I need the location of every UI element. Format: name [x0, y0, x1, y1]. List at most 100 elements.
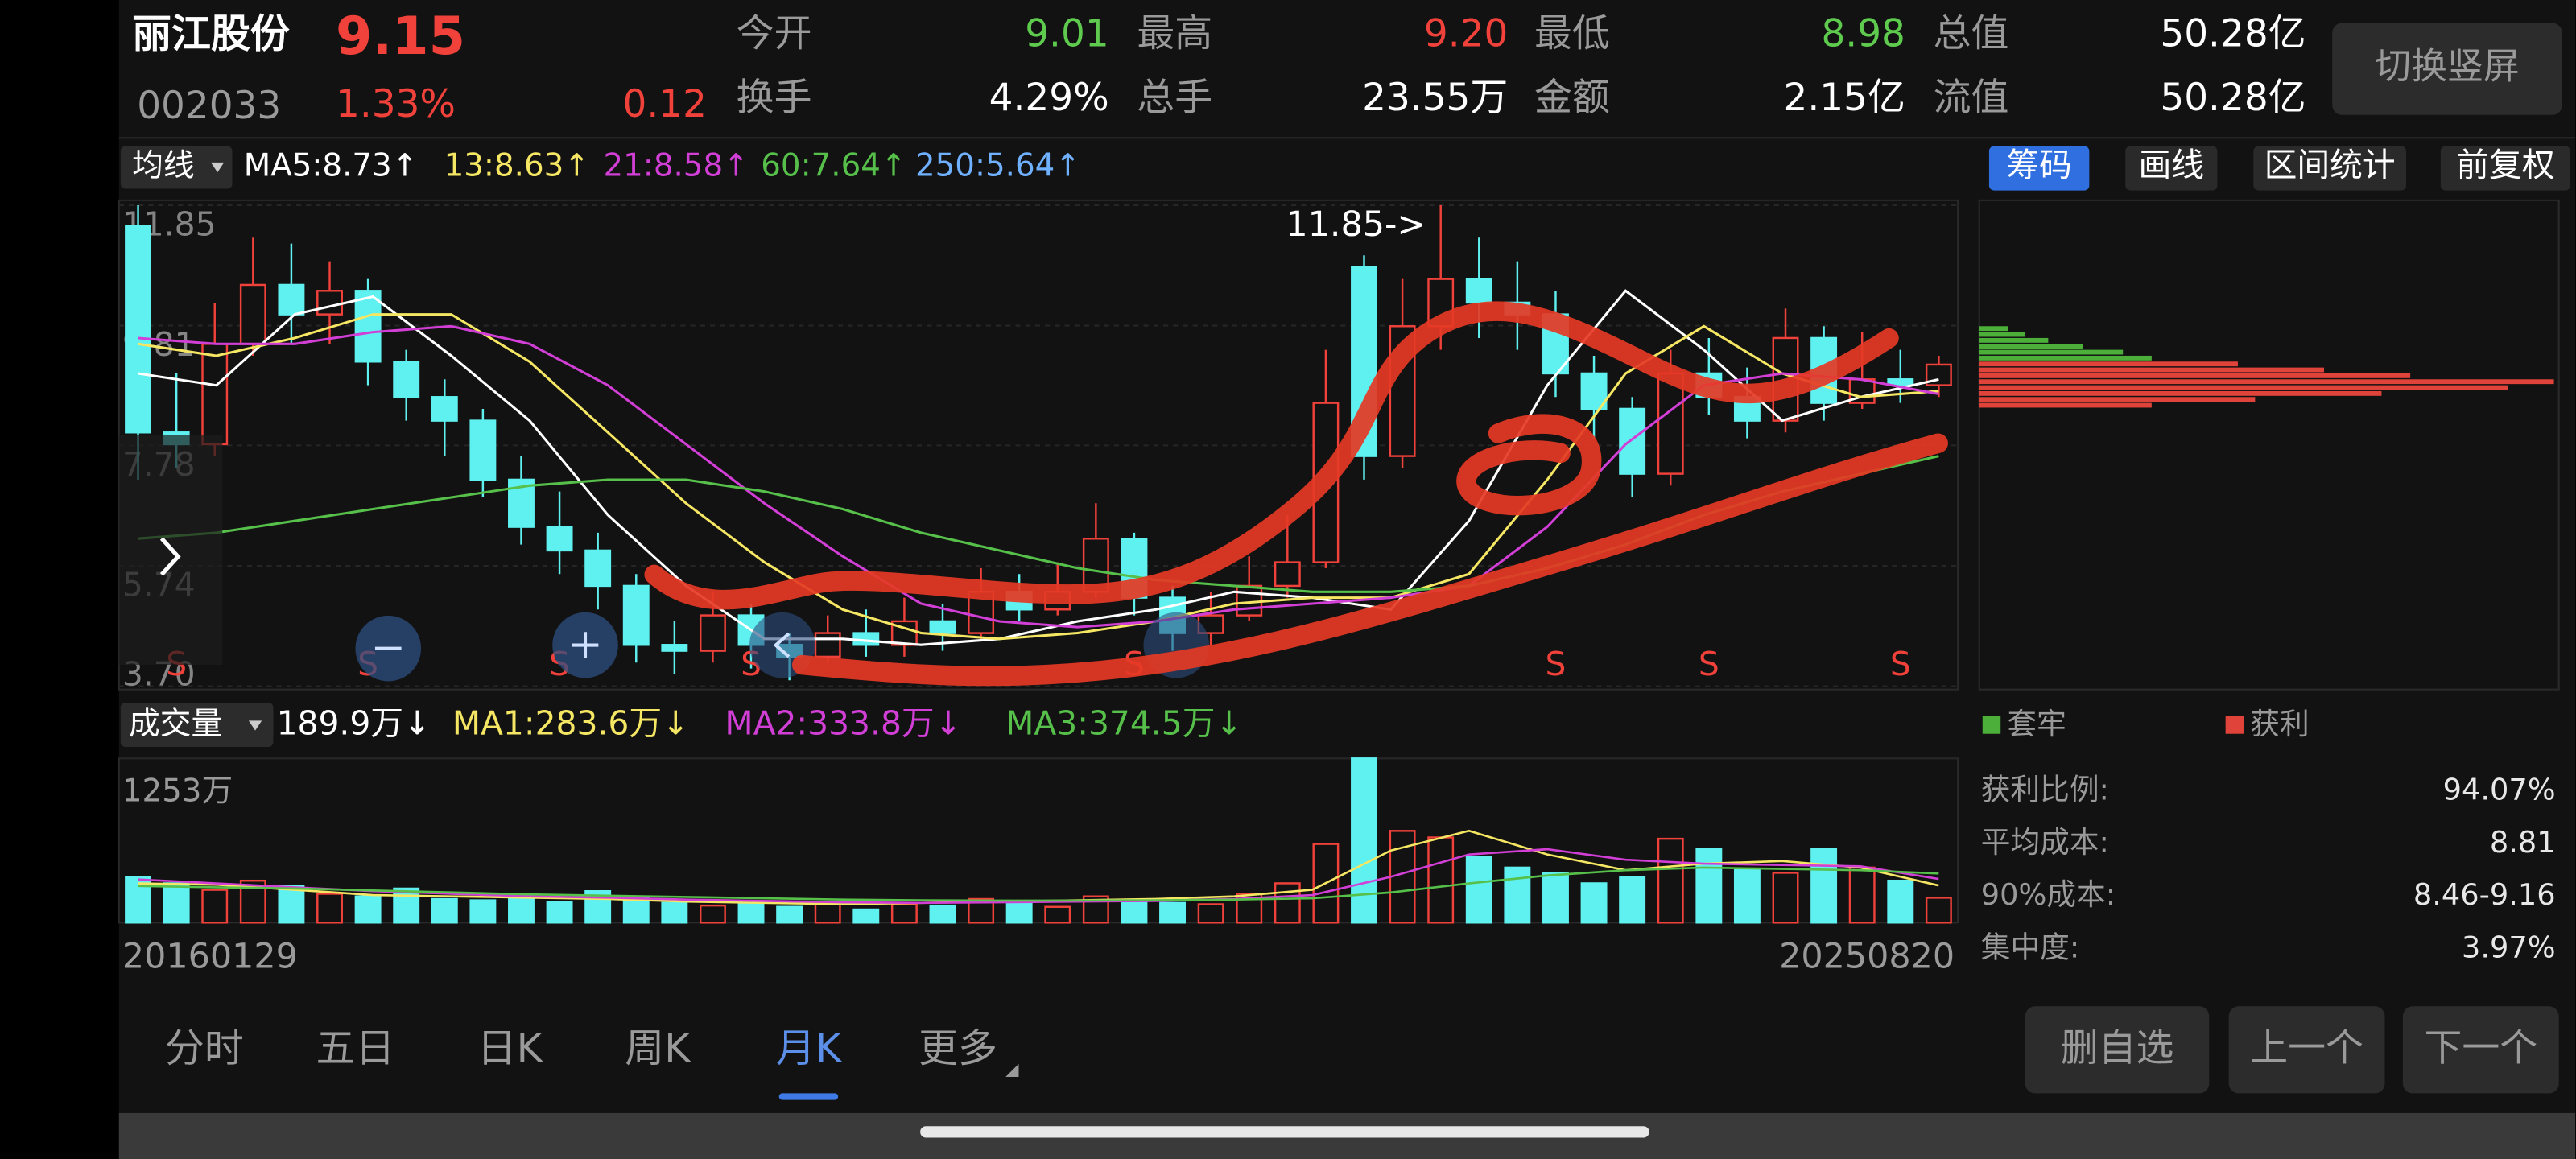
chip-bar	[1979, 402, 2152, 408]
chip-bar	[1979, 390, 2382, 396]
candle-body	[1274, 561, 1301, 588]
period-tab[interactable]: 更多	[919, 1025, 997, 1071]
volume-bar	[1657, 837, 1684, 924]
candle-body	[814, 632, 841, 658]
candle-body	[1236, 584, 1263, 617]
plus-icon	[572, 632, 599, 658]
sell-signal: S	[1890, 645, 1911, 683]
ma-value: MA5:8.73↑	[244, 148, 418, 184]
period-tab[interactable]: 周K	[625, 1025, 691, 1071]
tool-button[interactable]	[1988, 146, 2090, 191]
legend-label: 获利	[2250, 707, 2309, 741]
volume-bar	[201, 889, 229, 924]
stat-label: 90%成本:	[1981, 877, 2116, 912]
quote-value: 8.98	[1821, 11, 1905, 56]
chip-bar	[1979, 361, 2238, 367]
volume-bar	[1274, 882, 1301, 924]
ma-selector[interactable]	[120, 146, 233, 189]
tool-button-label[interactable]: 筹码	[2006, 146, 2072, 184]
candle-body	[354, 290, 382, 363]
action-button[interactable]	[2025, 1006, 2210, 1094]
candle-body	[469, 419, 497, 481]
action-button-label[interactable]: 上一个	[2250, 1026, 2363, 1070]
volume-bar	[1925, 897, 1952, 924]
x-start-label: 20160129	[122, 937, 298, 977]
x-end-label: 20250820	[1779, 937, 1955, 977]
screen-button-label[interactable]: 切换竖屏	[2375, 45, 2519, 88]
candle-body	[546, 526, 573, 552]
quote-label: 流值	[1934, 76, 2009, 120]
tool-button-label[interactable]: 前复权	[2456, 146, 2554, 184]
period-tab[interactable]: 月K	[776, 1025, 843, 1071]
volume-value: MA3:374.5万↓	[1005, 704, 1242, 743]
chip-bar	[1979, 355, 2152, 361]
volume-bar	[1121, 899, 1148, 924]
volume-selector-label[interactable]: 成交量	[129, 706, 222, 742]
tool-button[interactable]	[2253, 146, 2407, 191]
annotation-stroke	[1456, 414, 1602, 516]
legend-swatch	[1982, 716, 2001, 734]
expand-arrow[interactable]	[159, 537, 181, 576]
legend-label: 套牢	[2007, 707, 2066, 741]
volume-bar	[1465, 856, 1492, 924]
action-button-label[interactable]: 删自选	[2061, 1026, 2174, 1070]
candle-body	[201, 343, 229, 446]
volume-bar	[1159, 901, 1186, 924]
candle-body	[1465, 278, 1492, 304]
action-button[interactable]	[2228, 1006, 2385, 1094]
volume-bar	[1427, 836, 1455, 924]
chip-bar	[1979, 332, 2025, 337]
action-button-label[interactable]: 下一个	[2424, 1026, 2537, 1070]
annotation-stroke	[792, 433, 1948, 687]
stat-value: 8.81	[2490, 825, 2556, 860]
volume-bar	[814, 901, 841, 924]
tool-button-label[interactable]: 画线	[2139, 146, 2205, 184]
home-indicator[interactable]	[920, 1126, 1649, 1138]
volume-bar	[546, 901, 573, 924]
candle-body	[699, 614, 726, 652]
period-tab[interactable]: 分时	[165, 1025, 244, 1071]
quote-label: 今开	[737, 11, 812, 56]
candle-body	[431, 396, 458, 422]
volume-bar	[1810, 848, 1838, 924]
quote-value: 9.20	[1424, 11, 1508, 56]
quote-value: 50.28亿	[2160, 76, 2306, 120]
ma-value: 250:5.64↑	[915, 148, 1081, 184]
volume-bar	[890, 903, 918, 924]
ma-selector-label[interactable]: 均线	[132, 148, 195, 184]
quote-label: 总手	[1137, 76, 1212, 120]
chip-bar	[1979, 379, 2554, 385]
period-tab[interactable]: 五日	[316, 1025, 395, 1071]
volume-value: MA2:333.8万↓	[724, 704, 961, 743]
volume-bar	[852, 908, 880, 924]
volume-bar	[393, 887, 420, 924]
sell-signal: S	[1546, 645, 1567, 683]
tool-button-label[interactable]: 区间统计	[2264, 146, 2396, 184]
quote-label: 金额	[1534, 76, 1610, 120]
change: 0.12	[623, 82, 707, 126]
tool-button[interactable]	[2125, 146, 2218, 191]
volume-bar	[278, 885, 305, 924]
period-tab[interactable]: 日K	[477, 1025, 544, 1071]
tool-button[interactable]	[2440, 146, 2570, 191]
peak-label: 11.85->	[1286, 204, 1426, 245]
volume-ma-line	[138, 866, 1939, 902]
candle-body	[125, 225, 152, 434]
volume-selector[interactable]	[120, 702, 274, 748]
quote-value: 9.01	[1025, 11, 1108, 56]
candle-body	[1619, 407, 1646, 475]
ma-value: 60:7.64↑	[761, 148, 906, 184]
active-underline	[778, 1093, 839, 1100]
ma-value: 21:8.58↑	[603, 148, 749, 184]
screen-button[interactable]	[2332, 23, 2562, 115]
quote-label: 换手	[737, 76, 812, 120]
stock-price: 9.15	[336, 6, 465, 67]
candle-body	[393, 361, 420, 398]
stat-value: 3.97%	[2462, 930, 2556, 964]
action-button[interactable]	[2402, 1006, 2559, 1094]
candle-body	[584, 549, 612, 588]
chip-bar	[1979, 367, 2325, 373]
more-icon	[1005, 1063, 1019, 1078]
